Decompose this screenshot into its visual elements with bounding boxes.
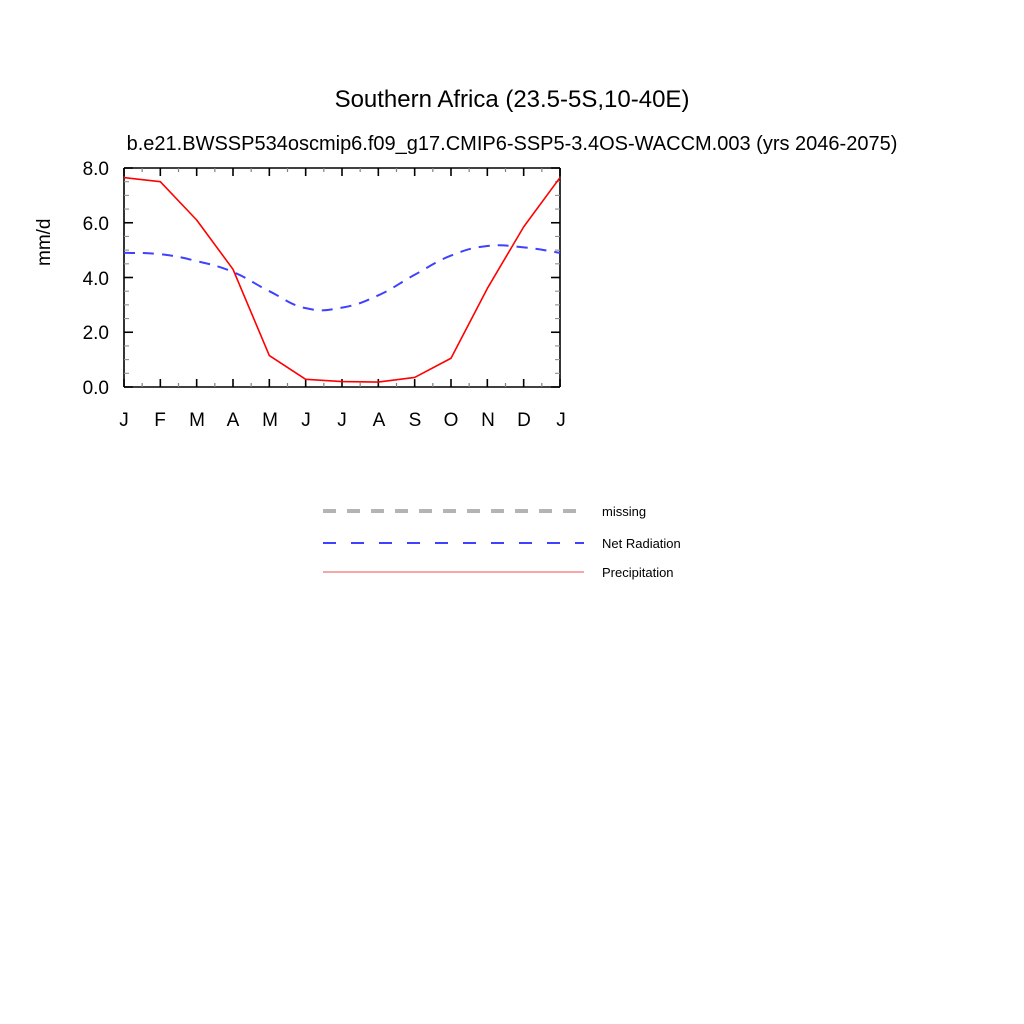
chart-title: Southern Africa (23.5-5S,10-40E) <box>334 86 690 113</box>
x-tick-label-7: A <box>372 410 386 431</box>
x-tick-label-2: M <box>189 410 205 431</box>
x-tick-label-9: O <box>443 410 459 431</box>
x-tick-label-0: J <box>119 410 129 431</box>
series-precipitation <box>123 176 561 383</box>
x-tick-label-10: N <box>481 410 495 431</box>
x-tick-label-4: M <box>262 410 278 431</box>
y-tick-label-0: 0.0 <box>82 378 109 399</box>
series-net-radiation <box>123 244 561 312</box>
y-tick-label-8: 8.0 <box>82 159 109 180</box>
axis-ticks <box>123 167 561 388</box>
legend-label-precipitation: Precipitation <box>602 565 674 580</box>
x-tick-label-11: D <box>517 410 531 431</box>
legend-label-missing: missing <box>602 504 647 519</box>
x-tick-label-1: F <box>154 410 166 431</box>
data-series-layer <box>123 176 561 383</box>
chart-subtitle: b.e21.BWSSP534oscmip6.f09_g17.CMIP6-SSP5… <box>126 133 898 155</box>
x-tick-label-3: A <box>226 410 240 431</box>
legend-label-net-radiation: Net Radiation <box>602 536 681 551</box>
x-tick-label-5: J <box>301 410 311 431</box>
x-tick-label-6: J <box>337 410 347 431</box>
x-tick-label-12: J <box>556 410 566 431</box>
y-tick-label-2: 2.0 <box>82 323 109 344</box>
y-tick-label-4: 4.0 <box>82 269 109 290</box>
y-tick-label-6: 6.0 <box>82 214 109 235</box>
x-tick-label-8: S <box>408 410 422 431</box>
